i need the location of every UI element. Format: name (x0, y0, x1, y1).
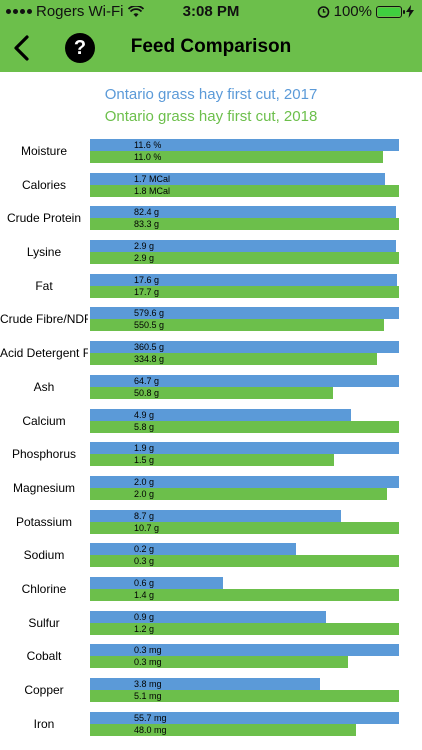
nutrient-label: Phosphorus (11, 447, 77, 462)
comparison-row: Lysine 2.9 g 2.9 g (0, 237, 422, 271)
nutrient-label: Iron (33, 716, 55, 731)
status-right: 100% (317, 3, 414, 20)
bar-series-b: 48.0 mg (90, 723, 357, 736)
nutrient-label: Cobalt (26, 649, 62, 664)
nutrient-label: Moisture (20, 144, 67, 158)
help-button[interactable]: ? (65, 33, 95, 63)
legend: Ontario grass hay first cut, 2017 Ontari… (0, 84, 422, 128)
nutrient-label: Potassium (15, 514, 73, 529)
nutrient-label: Crude Fibre/NDF (0, 312, 88, 327)
comparison-row: Magnesium 2.0 g 2.0 g (0, 473, 422, 507)
bar-series-a: 1.7 MCal (90, 172, 386, 185)
legend-series-a: Ontario grass hay first cut, 2017 (104, 86, 318, 103)
nav-bar: ? Feed Comparison (0, 28, 422, 68)
comparison-row: Copper 3.8 mg 5.1 mg (0, 675, 422, 709)
bar-series-b: 10.7 g (90, 521, 399, 534)
nutrient-label: Fat (35, 278, 53, 293)
battery-percent: 100% (333, 3, 372, 20)
bar-series-a: 55.7 mg (90, 711, 399, 724)
bar-series-a: 82.4 g (90, 206, 396, 219)
nutrient-label: Ash (33, 379, 55, 394)
comparison-row: Moisture 11.6 % 11.0 % (0, 136, 422, 170)
comparison-row: Iron 55.7 mg 48.0 mg (0, 709, 422, 743)
bar-series-b: 5.1 mg (90, 690, 399, 702)
bar-series-a: 4.9 g (90, 408, 352, 421)
bar-series-b: 83.3 g (90, 218, 399, 231)
bar-series-a: 0.2 g (90, 543, 297, 556)
bar-series-b: 550.5 g (90, 319, 384, 332)
comparison-row: Crude Protein 82.4 g 83.3 g (0, 203, 422, 237)
nutrient-label: Crude Protein (6, 211, 82, 226)
comparison-row: Cobalt 0.3 mg 0.3 mg (0, 641, 422, 675)
signal-icon (6, 9, 32, 14)
nutrient-label: Lysine (26, 245, 62, 260)
bar-series-b: 2.9 g (90, 252, 399, 265)
bar-series-a: 1.9 g (90, 442, 399, 455)
nutrient-label: Calcium (22, 413, 66, 428)
comparison-row: Crude Fibre/NDF 579.6 g 550.5 g (0, 304, 422, 338)
comparison-chart: Moisture 11.6 % 11.0 % Calories 1.7 MCal 1.8 … (0, 136, 422, 742)
bar-series-a: 64.7 g (90, 374, 399, 387)
bar-series-b: 1.5 g (90, 454, 334, 467)
bar-series-b: 50.8 g (90, 386, 333, 399)
wifi-icon (127, 5, 144, 17)
bar-series-a: 8.7 g (90, 509, 342, 522)
status-bar: Rogers Wi-Fi 3:08 PM 100% (0, 0, 422, 24)
bar-series-a: 2.0 g (90, 475, 399, 488)
bar-series-a: 11.6 % (90, 139, 399, 151)
comparison-row: Chlorine 0.6 g 1.4 g (0, 574, 422, 608)
alarm-icon (317, 6, 329, 18)
back-button[interactable] (8, 32, 38, 64)
comparison-row: Ash 64.7 g 50.8 g (0, 372, 422, 406)
chevron-left-icon (14, 35, 29, 61)
charging-icon (406, 5, 414, 18)
status-time: 3:08 PM (182, 3, 240, 20)
comparison-row: Calories 1.7 MCal 1.8 MCal (0, 170, 422, 204)
bar-series-b: 1.4 g (90, 588, 399, 601)
comparison-row: Sodium 0.2 g 0.3 g (0, 540, 422, 574)
bar-series-b: 17.7 g (90, 285, 399, 298)
nutrient-label: Acid Detergent Fibre (0, 346, 88, 361)
legend-series-b: Ontario grass hay first cut, 2018 (104, 108, 318, 125)
nutrient-label: Magnesium (12, 480, 76, 495)
nutrient-label: Sulfur (28, 615, 60, 630)
nutrient-label: Sodium (23, 548, 65, 563)
carrier-label: Rogers Wi-Fi (36, 3, 124, 20)
bar-series-a: 579.6 g (90, 307, 399, 320)
status-left: Rogers Wi-Fi (6, 3, 144, 20)
bar-series-a: 2.9 g (90, 240, 396, 253)
page-title: Feed Comparison (130, 36, 292, 57)
bar-series-b: 0.3 g (90, 555, 399, 568)
comparison-row: Potassium 8.7 g 10.7 g (0, 507, 422, 541)
bar-series-a: 0.6 g (90, 576, 223, 589)
top-bar: Rogers Wi-Fi 3:08 PM 100% ? Feed Compari… (0, 0, 422, 72)
bar-series-b: 11.0 % (90, 151, 383, 163)
bar-series-b: 2.0 g (90, 487, 387, 500)
bar-series-a: 17.6 g (90, 273, 398, 286)
bar-series-b: 1.2 g (90, 622, 399, 635)
comparison-row: Sulfur 0.9 g 1.2 g (0, 608, 422, 642)
nutrient-label: Chlorine (21, 581, 67, 596)
bar-series-a: 0.9 g (90, 610, 327, 623)
comparison-row: Phosphorus 1.9 g 1.5 g (0, 439, 422, 473)
bar-series-a: 0.3 mg (90, 644, 399, 657)
bar-series-b: 334.8 g (90, 353, 378, 366)
nutrient-label: Copper (24, 683, 64, 697)
nutrient-label: Calories (21, 177, 66, 192)
bar-series-a: 360.5 g (90, 341, 399, 354)
battery-icon (376, 5, 405, 18)
comparison-row: Fat 17.6 g 17.7 g (0, 271, 422, 305)
bar-series-a: 3.8 mg (90, 678, 321, 690)
bar-series-b: 1.8 MCal (90, 184, 399, 197)
comparison-row: Calcium 4.9 g 5.8 g (0, 406, 422, 440)
bar-series-b: 5.8 g (90, 420, 399, 433)
bar-series-b: 0.3 mg (90, 656, 348, 669)
